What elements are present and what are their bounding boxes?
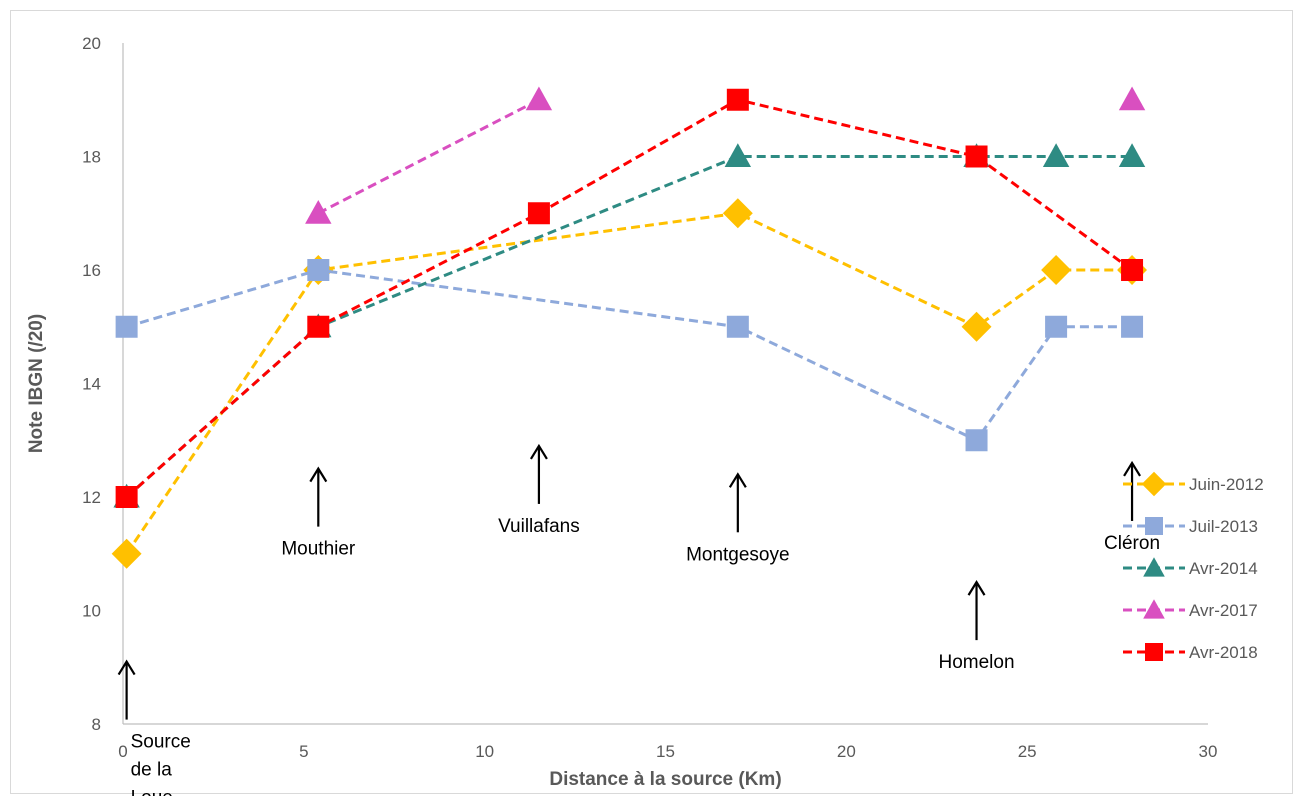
y-tick-label: 18 — [82, 148, 101, 167]
x-tick-label: 15 — [656, 742, 675, 761]
data-point — [1042, 143, 1070, 168]
series-line — [317, 98, 540, 215]
data-point — [307, 259, 330, 281]
series-line — [126, 268, 1133, 443]
y-tick-label: 8 — [92, 715, 101, 734]
legend: Juin-2012 Juil-2013 Avr-2014 Avr-2017 Avr-20… — [1123, 471, 1264, 662]
annotation-label: Source — [131, 732, 191, 753]
data-point — [1045, 315, 1068, 338]
chart-frame — [10, 10, 1293, 794]
annotation-arrow: Source de la Loue — [117, 659, 191, 796]
data-point — [722, 198, 753, 229]
annotation-label: Loue — [131, 788, 173, 796]
data-point — [1145, 643, 1163, 661]
annotation-label: Homelon — [939, 652, 1015, 673]
annotation-label: Vuillafans — [498, 516, 580, 537]
series-juin-2012 — [111, 198, 1148, 569]
y-axis-title: Note IBGN (/20) — [26, 314, 47, 453]
arrow-head-icon — [1123, 460, 1141, 477]
data-point — [1121, 259, 1144, 281]
x-tick-label: 25 — [1018, 742, 1037, 761]
annotation-arrow: Montgesoye — [686, 472, 790, 565]
legend-label: Avr-2018 — [1189, 643, 1258, 662]
annotation-label: Montgesoye — [686, 544, 790, 565]
x-tick-label: 20 — [837, 742, 856, 761]
annotation-label: de la — [131, 760, 173, 781]
annotations: Source de la Loue Mouthier Vuillafans Montges… — [117, 443, 1160, 796]
series-avr-2017 — [305, 86, 1146, 224]
y-tick-label: 16 — [82, 261, 101, 280]
legend-label: Juin-2012 — [1189, 475, 1264, 494]
arrow-head-icon — [309, 466, 328, 483]
axes: 0 5 10 15 20 25 30 8 10 12 14 16 18 20 — [82, 34, 1217, 761]
data-point — [961, 311, 992, 342]
data-point — [1041, 255, 1072, 285]
data-point — [1145, 517, 1163, 535]
legend-item: Avr-2017 — [1123, 599, 1258, 620]
arrow-head-icon — [529, 443, 548, 460]
series-line — [125, 211, 1133, 555]
x-axis-title: Distance à la source (Km) — [549, 769, 781, 790]
x-tick-label: 0 — [118, 742, 127, 761]
y-tick-label: 20 — [82, 34, 101, 53]
legend-label: Avr-2017 — [1189, 601, 1258, 620]
data-point — [965, 429, 988, 452]
data-point — [1118, 86, 1146, 111]
x-tick-label: 5 — [299, 742, 308, 761]
data-point — [1141, 471, 1167, 497]
series-group — [111, 86, 1148, 569]
y-tick-label: 10 — [82, 602, 101, 621]
data-point — [726, 88, 749, 111]
data-point — [115, 315, 138, 338]
y-tick-label: 12 — [82, 488, 101, 507]
legend-item: Avr-2018 — [1123, 643, 1258, 662]
series-juil-2013 — [115, 259, 1144, 452]
legend-label: Juil-2013 — [1189, 517, 1258, 536]
x-tick-label: 10 — [475, 742, 494, 761]
data-point — [307, 315, 330, 338]
legend-label: Avr-2014 — [1189, 559, 1258, 578]
data-point — [111, 538, 142, 569]
series-line — [125, 98, 1133, 499]
data-point — [527, 202, 550, 225]
annotation-arrow: Homelon — [939, 580, 1015, 673]
data-point — [965, 145, 988, 168]
arrow-head-icon — [117, 659, 136, 676]
annotation-arrow: Cléron — [1104, 460, 1160, 554]
data-point — [1143, 557, 1165, 577]
data-point — [1118, 143, 1146, 168]
x-tick-label: 30 — [1199, 742, 1218, 761]
annotation-label: Cléron — [1104, 533, 1160, 554]
data-point — [1121, 315, 1144, 338]
data-point — [1143, 599, 1165, 619]
annotation-label: Mouthier — [281, 539, 356, 560]
legend-item: Juil-2013 — [1123, 517, 1258, 536]
annotation-arrow: Vuillafans — [498, 443, 580, 537]
data-point — [305, 200, 332, 224]
arrow-head-icon — [728, 472, 747, 488]
data-point — [724, 143, 752, 168]
data-point — [525, 86, 553, 111]
data-point — [115, 486, 138, 508]
y-tick-label: 14 — [82, 375, 101, 394]
annotation-arrow: Mouthier — [281, 466, 356, 560]
series-avr-2014 — [113, 143, 1146, 508]
arrow-head-icon — [967, 580, 986, 596]
series-avr-2018 — [115, 88, 1144, 508]
legend-item: Avr-2014 — [1123, 557, 1258, 578]
legend-item: Juin-2012 — [1123, 471, 1264, 497]
data-point — [726, 315, 749, 338]
